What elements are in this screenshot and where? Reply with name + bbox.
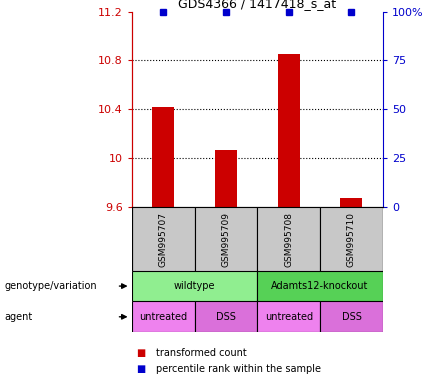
Bar (257, 207, 320, 271)
Bar (195, 301, 257, 332)
Bar (195, 207, 257, 271)
Bar (215, 150, 237, 207)
Bar (278, 55, 300, 207)
Text: untreated: untreated (139, 312, 187, 322)
Bar (320, 207, 383, 271)
Bar (132, 271, 257, 301)
Text: untreated: untreated (265, 312, 313, 322)
Text: GSM995710: GSM995710 (347, 212, 356, 266)
Bar (152, 107, 174, 207)
Text: agent: agent (4, 312, 33, 322)
Text: DSS: DSS (341, 312, 361, 322)
Text: ■: ■ (136, 364, 146, 374)
Bar (341, 198, 363, 207)
Bar (257, 301, 320, 332)
Text: GSM995707: GSM995707 (159, 212, 168, 266)
Bar (257, 271, 383, 301)
Bar (320, 301, 383, 332)
Title: GDS4366 / 1417418_s_at: GDS4366 / 1417418_s_at (178, 0, 337, 10)
Text: ■: ■ (136, 348, 146, 358)
Text: GSM995708: GSM995708 (284, 212, 293, 266)
Text: wildtype: wildtype (174, 281, 216, 291)
Text: DSS: DSS (216, 312, 236, 322)
Text: Adamts12-knockout: Adamts12-knockout (271, 281, 369, 291)
Text: GSM995709: GSM995709 (222, 212, 231, 266)
Bar (132, 301, 194, 332)
Bar (132, 207, 194, 271)
Text: genotype/variation: genotype/variation (4, 281, 97, 291)
Text: percentile rank within the sample: percentile rank within the sample (156, 364, 321, 374)
Text: transformed count: transformed count (156, 348, 247, 358)
